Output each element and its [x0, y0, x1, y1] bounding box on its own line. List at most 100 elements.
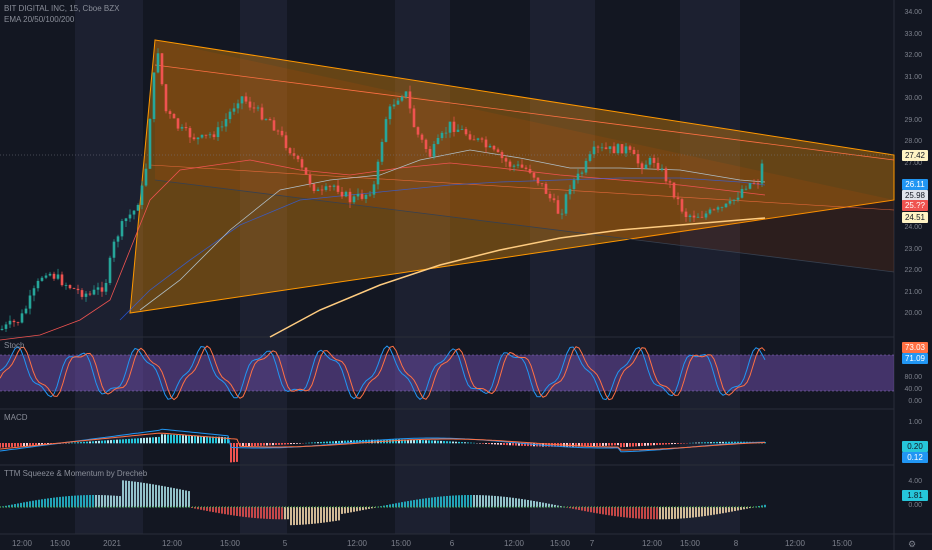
squeeze-bar	[617, 507, 619, 517]
macd-bar	[182, 435, 184, 444]
squeeze-bar	[365, 507, 367, 510]
candle-body	[64, 285, 68, 286]
squeeze-bar	[158, 485, 160, 508]
macd-bar	[104, 440, 106, 444]
squeeze-bar	[353, 507, 355, 512]
macd-bar	[287, 443, 289, 445]
candle-body	[452, 121, 456, 132]
squeeze-bar	[587, 507, 589, 512]
squeeze-bar	[494, 495, 496, 508]
candle-body	[672, 182, 676, 198]
squeeze-bar	[41, 499, 43, 508]
candle-body	[456, 129, 460, 132]
macd-bar	[737, 441, 739, 444]
macd-bar	[503, 443, 505, 445]
squeeze-bar	[620, 507, 622, 517]
stoch-legend[interactable]: Stoch	[4, 341, 25, 350]
candle-body	[184, 127, 188, 129]
squeeze-bar	[737, 507, 739, 511]
candle-body	[620, 144, 624, 154]
macd-bar	[620, 443, 622, 448]
macd-line	[0, 428, 766, 453]
macd-bar	[158, 436, 160, 444]
squeeze-bar	[539, 502, 541, 508]
squeeze-bar	[569, 507, 571, 509]
macd-bar	[638, 443, 640, 447]
squeeze-bar	[263, 507, 265, 519]
candle-body	[120, 221, 124, 237]
macd-legend[interactable]: MACD	[4, 413, 28, 422]
squeeze-bar	[125, 480, 127, 508]
axis-label: 27.00	[904, 159, 922, 167]
candle-body	[496, 149, 500, 153]
squeeze-bar	[122, 480, 124, 508]
candle-body	[88, 293, 92, 295]
squeeze-bar	[143, 482, 145, 508]
candle-body	[684, 211, 688, 218]
squeeze-bar	[50, 497, 52, 508]
squeeze-bar	[413, 500, 415, 508]
candle-body	[260, 107, 264, 120]
squeeze-bar	[212, 507, 214, 513]
macd-bar	[665, 443, 667, 445]
squeeze-bar	[239, 507, 241, 517]
squeeze-bar	[146, 483, 148, 508]
squeeze-bar	[293, 507, 295, 526]
macd-bar	[614, 443, 616, 446]
squeeze-bar	[689, 507, 691, 518]
candle-body	[320, 189, 324, 191]
macd-bar	[125, 439, 127, 444]
candle-body	[332, 185, 336, 187]
macd-bar	[674, 443, 676, 444]
macd-bar	[29, 443, 31, 446]
macd-bar	[587, 443, 589, 447]
candle-body	[528, 168, 532, 173]
squeeze-bar	[479, 495, 481, 508]
symbol-legend[interactable]: BIT DIGITAL INC, 15, Cboe BZX	[4, 4, 120, 13]
time-label: 2021	[103, 539, 121, 548]
macd-bar	[695, 442, 697, 444]
gear-icon[interactable]: ⚙	[908, 539, 917, 549]
squeeze-bar	[74, 495, 76, 508]
macd-bar	[335, 441, 337, 444]
macd-bar	[212, 436, 214, 444]
macd-bar	[278, 443, 280, 445]
macd-bar	[209, 436, 211, 444]
candle-body	[624, 146, 628, 154]
triangle-drawing[interactable]	[129, 39, 895, 314]
candle-body	[436, 138, 440, 145]
candle-body	[232, 108, 236, 112]
macd-bar	[77, 442, 79, 444]
macd-bar	[230, 443, 232, 463]
macd-bar	[527, 443, 529, 447]
macd-bar	[572, 443, 574, 447]
squeeze-bar	[764, 504, 766, 508]
candle-body	[556, 200, 560, 214]
squeeze-legend[interactable]: TTM Squeeze & Momentum by Drecheb	[4, 469, 148, 478]
ema-legend[interactable]: EMA 20/50/100/200	[4, 15, 75, 24]
macd-bar	[110, 440, 112, 444]
squeeze-bar	[443, 496, 445, 508]
squeeze-bar	[62, 496, 64, 508]
squeeze-bar	[599, 507, 601, 514]
squeeze-bar	[662, 507, 664, 520]
squeeze-bar	[680, 507, 682, 519]
macd-bar	[707, 442, 709, 444]
candle-body	[440, 132, 444, 139]
macd-bar	[26, 443, 28, 446]
squeeze-bar	[578, 507, 580, 510]
squeeze-bar	[287, 507, 289, 520]
axis-label: 29.00	[904, 116, 922, 124]
squeeze-bar	[311, 507, 313, 524]
macd-bar	[701, 442, 703, 444]
macd-bar	[197, 435, 199, 444]
squeeze-bar	[647, 507, 649, 520]
macd-bar	[581, 443, 583, 447]
candle-body	[128, 214, 132, 219]
macd-bar	[203, 436, 205, 444]
squeeze-bar	[161, 485, 163, 508]
candle-body	[268, 119, 272, 121]
macd-bar	[443, 441, 445, 444]
candle-body	[276, 130, 280, 132]
